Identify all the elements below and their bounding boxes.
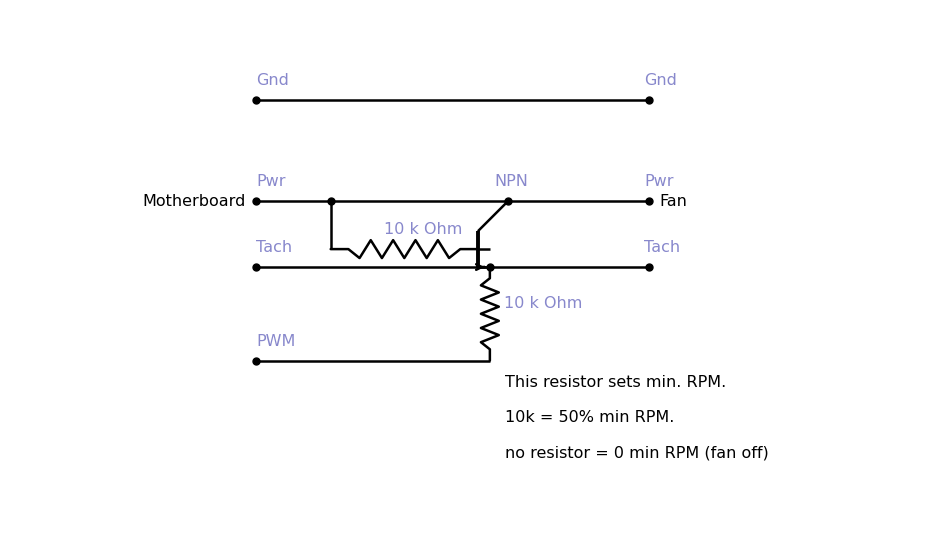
Text: PWM: PWM [256, 334, 295, 349]
Text: Motherboard: Motherboard [143, 194, 246, 209]
Text: Tach: Tach [256, 240, 292, 255]
Text: Fan: Fan [658, 194, 686, 209]
Text: 10 k Ohm: 10 k Ohm [384, 222, 462, 237]
Text: 10k = 50% min RPM.: 10k = 50% min RPM. [504, 410, 674, 425]
Text: Gnd: Gnd [643, 73, 677, 88]
Text: Pwr: Pwr [256, 175, 285, 189]
Text: Tach: Tach [643, 240, 679, 255]
Text: Pwr: Pwr [643, 175, 673, 189]
Text: NPN: NPN [495, 175, 528, 189]
Text: Gnd: Gnd [256, 73, 289, 88]
Text: no resistor = 0 min RPM (fan off): no resistor = 0 min RPM (fan off) [504, 445, 767, 460]
Text: This resistor sets min. RPM.: This resistor sets min. RPM. [504, 376, 726, 390]
Text: 10 k Ohm: 10 k Ohm [503, 296, 582, 312]
